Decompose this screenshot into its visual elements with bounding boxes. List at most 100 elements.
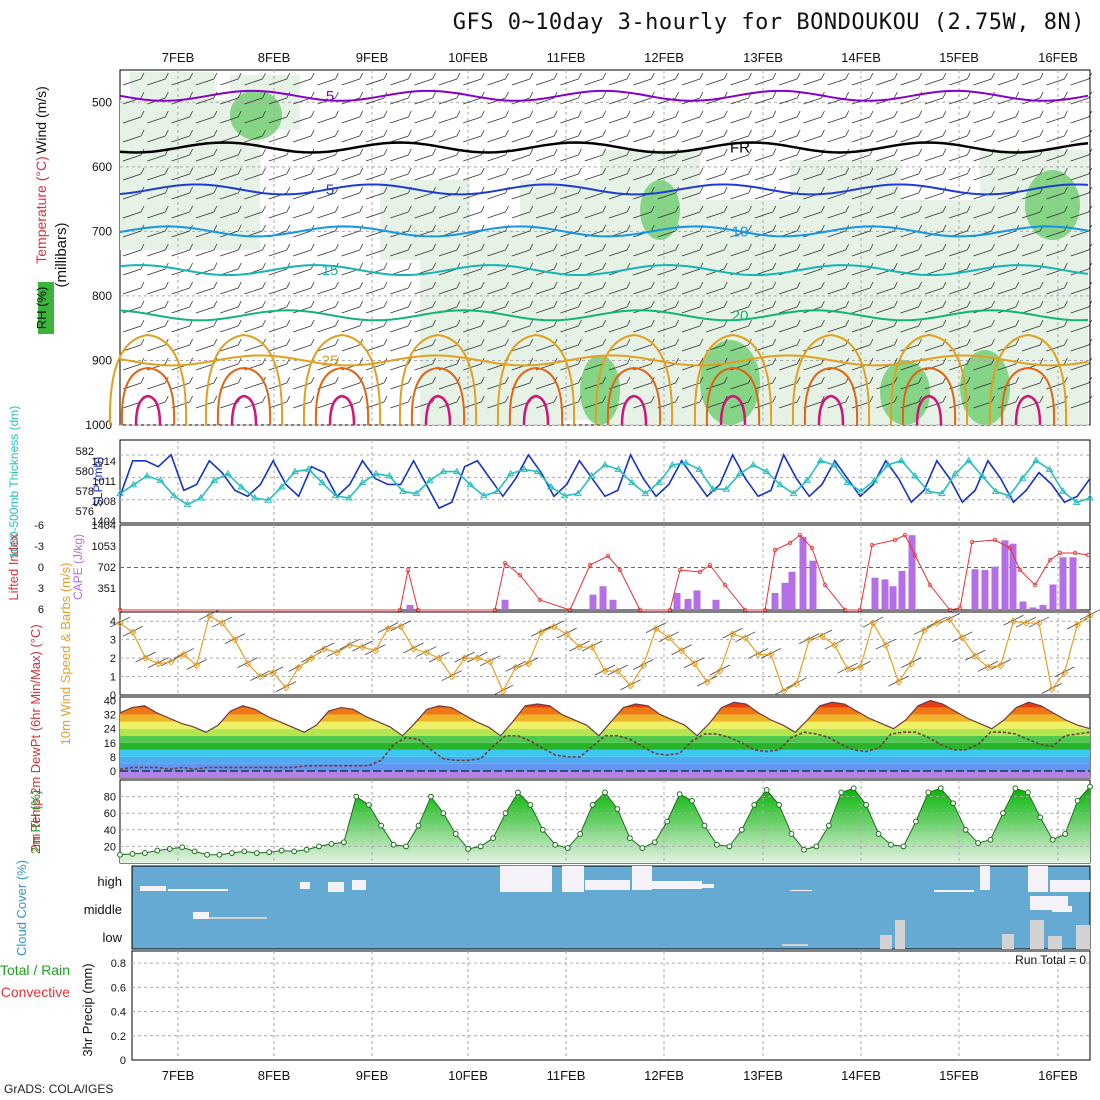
wind-barb-flag [432,148,436,156]
wind-barb [147,306,166,314]
wind-barb [511,135,530,143]
wind-barb-flag [942,243,947,251]
temp2m-tick: 0 [110,766,116,778]
wind-barb [876,135,895,143]
wind-barb-flag [335,319,339,327]
wind-barb-flag [821,72,825,80]
wind-barb [608,401,628,409]
wind-barb-flag [821,281,825,289]
wind-barb [414,116,433,124]
wind-barb [195,173,215,181]
wind-barb [220,135,239,143]
wind-barb-flag [407,91,412,99]
wind-barb-flag [845,91,850,99]
wind-barb-flag [262,129,266,137]
wind-barb [900,249,919,257]
wind-barb-flag [991,224,995,232]
wind-barb [973,78,992,86]
wind-barb-flag [1039,243,1044,251]
wind-barb-flag [164,319,169,327]
thickness-point [1045,465,1054,472]
thickness-point [601,461,609,468]
wind-barb-flag [383,300,388,308]
wind10m-point [307,654,316,662]
wind-barb [390,249,409,257]
wind-barb [122,116,142,124]
wind-barb-flag [335,357,339,365]
thickness-point [830,461,838,468]
wind-barb [997,363,1016,371]
wind-barb [973,116,992,124]
wind-barb-flag [505,338,509,346]
wind-barb [268,344,287,352]
wind-barb [171,192,190,200]
wind-barb [730,78,749,86]
wind-barb-flag [991,395,995,403]
wind-barb [584,97,603,105]
cape-bar [889,586,897,610]
lifted-index-point [1085,552,1091,558]
wind-barb-flag [991,338,995,346]
rh2m-point [900,843,907,850]
wind-barb-flag [675,91,679,99]
wind-barb [195,268,215,276]
wind-barb-flag [578,129,582,137]
thickness-point [574,489,582,497]
wind-barb [365,230,385,238]
wind10m-point [511,663,520,672]
wind-barb-flag [359,167,364,175]
wind-barb-flag [480,319,485,327]
lifted-index-point [537,597,543,603]
wind-barb [511,325,530,333]
wind-barb [1021,135,1041,143]
wind10m-tick: 1 [110,672,116,684]
wind10m-point [448,672,456,681]
isotherm-loop [1014,394,1042,426]
wind10m-point [690,659,699,668]
wind10m-barb [747,648,769,659]
wind-barb-flag [650,281,655,289]
wind-barb-flag [140,300,145,308]
wind-barb [949,287,968,295]
wind-barb [851,401,871,409]
wind-barb [997,135,1016,143]
wind10m-point [141,654,150,662]
wind-barb [268,116,287,124]
wind-barb-flag [626,281,631,289]
wind10m-point [537,628,545,636]
lifted-index-point [697,569,703,575]
wind-barb-flag [748,148,752,156]
slp-panel-frame [119,439,1091,524]
wind-barb [365,154,385,162]
thickness-point [843,478,852,486]
wind-barb [535,97,555,105]
thickness-point [223,469,232,477]
wind-barb [463,268,482,276]
wind-barb [1021,268,1041,276]
wind-barb [1046,116,1065,124]
wind10m-point [243,659,252,668]
wind-barb-flag [335,205,339,213]
cloud-fraction-block [140,886,166,891]
wind-barb [608,173,628,181]
thickness-point [520,465,529,472]
wind-barb [268,325,287,333]
wind-barb [827,116,846,124]
wind-barb-flag [626,357,631,365]
wind-barb [147,268,166,276]
rh2m-point [664,818,671,825]
wind-barb [778,154,798,162]
cape-bar [1019,601,1027,610]
cape-bar [881,579,889,610]
isotherm-label: 15 [322,262,339,279]
wind-barb [195,382,215,390]
wind-barb [584,306,603,314]
wind-barb [997,306,1016,314]
thickness-point [533,467,542,475]
wind-barb [365,97,385,105]
wind-barb-flag [821,167,825,175]
wind-barb-flag [1015,357,1020,365]
wind-barb-flag [1088,243,1093,251]
rh2m-point [726,843,733,850]
wind-barb-flag [237,262,242,270]
